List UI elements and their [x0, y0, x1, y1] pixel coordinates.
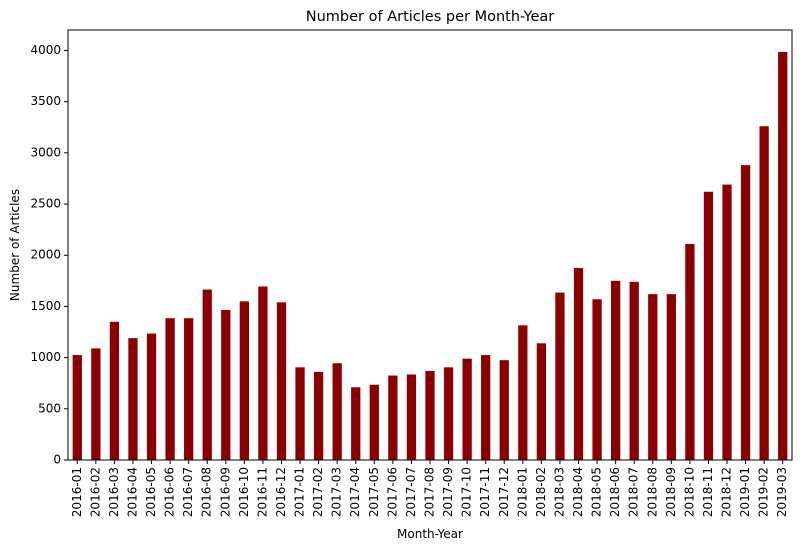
bar-2016-05 [146, 333, 157, 460]
bar-2018-04 [573, 268, 584, 460]
bar-2017-10 [462, 358, 472, 460]
chart-title: Number of Articles per Month-Year [306, 9, 555, 25]
x-tick-label: 2017-06 [385, 467, 399, 517]
bar-2016-04 [128, 338, 138, 460]
x-tick-label: 2018-10 [682, 467, 696, 517]
x-tick-label: 2016-11 [255, 467, 269, 517]
x-tick-label: 2017-03 [330, 467, 344, 517]
x-tick-label: 2019-03 [775, 467, 789, 517]
bar-2017-05 [369, 384, 379, 460]
bar-2017-04 [351, 387, 361, 460]
x-tick-label: 2017-02 [311, 467, 325, 517]
x-tick-label: 2017-01 [293, 467, 307, 517]
x-tick-label: 2016-04 [125, 467, 139, 517]
y-tick-label: 4000 [30, 43, 61, 57]
bar-2018-11 [703, 191, 714, 460]
x-tick-label: 2017-08 [423, 467, 437, 517]
x-tick-label: 2018-08 [645, 467, 659, 517]
y-tick-label: 500 [38, 401, 61, 415]
x-tick-label: 2019-02 [757, 467, 771, 517]
x-tick-label: 2018-01 [515, 467, 529, 517]
bar-2017-11 [481, 355, 491, 460]
bars-group [72, 52, 788, 461]
bar-2016-01 [72, 355, 82, 460]
bar-2018-01 [518, 325, 528, 460]
bar-2017-12 [499, 360, 509, 460]
bar-2017-08 [425, 370, 435, 460]
x-tick-label: 2016-07 [181, 467, 195, 517]
x-axis-label: Month-Year [397, 527, 463, 541]
y-tick-label: 3500 [30, 94, 61, 108]
x-tick-label: 2016-02 [88, 467, 102, 517]
bar-2017-09 [443, 367, 454, 460]
bar-2016-02 [91, 348, 101, 460]
y-axis: 0 500 1000 1500 2000 2500 3000 3500 4000 [30, 43, 68, 467]
x-tick-label: 2016-05 [144, 467, 158, 517]
bar-2017-06 [388, 375, 398, 460]
bar-2018-03 [555, 292, 565, 460]
x-tick-label: 2016-01 [70, 467, 84, 517]
x-tick-label: 2017-05 [367, 467, 381, 517]
x-tick-label: 2018-07 [627, 467, 641, 517]
bar-2019-02 [759, 126, 769, 461]
x-tick-label: 2017-10 [460, 467, 474, 517]
y-tick-label: 3000 [30, 145, 61, 159]
x-tick-label: 2017-12 [497, 467, 511, 517]
y-axis-label: Number of Articles [8, 189, 22, 301]
bar-2018-08 [648, 294, 658, 460]
bar-2018-07 [629, 281, 639, 460]
bar-2016-10 [239, 301, 249, 460]
bar-2019-03 [778, 52, 788, 460]
bar-2016-09 [221, 310, 231, 460]
x-tick-label: 2016-06 [163, 467, 177, 517]
x-tick-label: 2018-12 [720, 467, 734, 517]
bar-2017-03 [332, 363, 342, 460]
x-tick-label: 2017-09 [441, 467, 455, 517]
x-tick-label: 2017-11 [478, 467, 492, 517]
x-tick-label: 2017-04 [348, 467, 362, 517]
bar-2018-09 [666, 294, 676, 460]
y-tick-label: 1500 [30, 299, 61, 313]
bar-2016-12 [276, 302, 287, 460]
x-tick-label: 2019-01 [738, 467, 752, 517]
y-tick-label: 1000 [30, 350, 61, 364]
bar-2017-01 [295, 367, 305, 460]
bar-2016-06 [165, 318, 175, 460]
bar-2018-12 [722, 184, 732, 460]
x-tick-label: 2018-04 [571, 467, 585, 517]
x-tick-label: 2016-09 [218, 467, 232, 517]
x-axis: 2016-01 2016-02 2016-03 2016-04 2016-05 2016-… [70, 460, 789, 517]
x-tick-label: 2017-07 [404, 467, 418, 517]
bar-2016-08 [202, 289, 212, 460]
x-tick-label: 2018-11 [701, 467, 715, 517]
x-tick-label: 2018-09 [664, 467, 678, 517]
x-tick-label: 2018-06 [608, 467, 622, 517]
bar-2016-03 [109, 321, 120, 460]
bar-2018-05 [592, 299, 602, 460]
y-tick-label: 2000 [30, 248, 61, 262]
plot-frame [67, 29, 793, 461]
bar-2019-01 [740, 165, 751, 460]
bar-2018-10 [685, 243, 695, 460]
bar-2017-02 [313, 371, 324, 460]
x-tick-label: 2016-03 [107, 467, 121, 517]
bar-2017-07 [406, 374, 417, 460]
x-tick-label: 2016-08 [200, 467, 214, 517]
bar-2016-11 [258, 286, 268, 460]
x-tick-label: 2018-05 [590, 467, 604, 517]
y-tick-label: 2500 [30, 197, 61, 211]
y-tick-label: 0 [53, 453, 61, 467]
x-tick-label: 2018-03 [552, 467, 566, 517]
x-tick-label: 2016-12 [274, 467, 288, 517]
bar-2018-06 [611, 280, 621, 460]
bar-2016-07 [184, 318, 194, 460]
x-tick-label: 2016-10 [237, 467, 251, 517]
x-tick-label: 2018-02 [534, 467, 548, 517]
bar-2018-02 [536, 343, 547, 460]
